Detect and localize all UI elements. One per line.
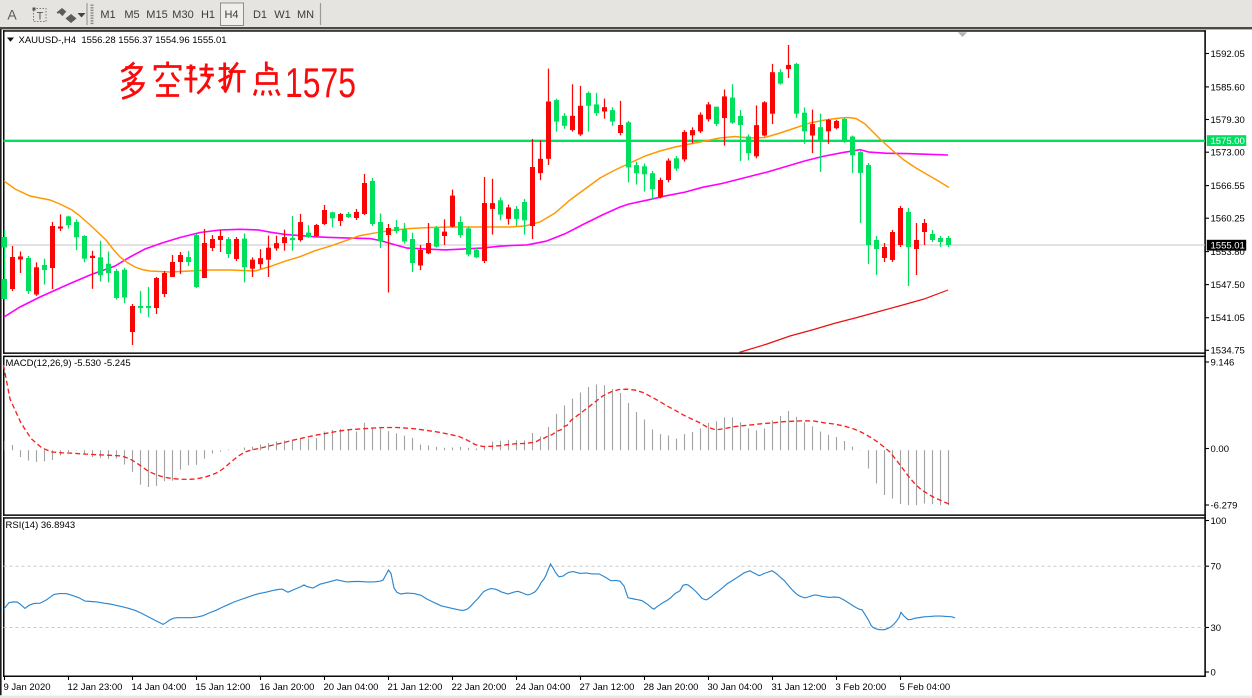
svg-text:1534.75: 1534.75 — [1211, 346, 1245, 357]
svg-text:1566.55: 1566.55 — [1211, 181, 1245, 192]
svg-text:M5: M5 — [124, 9, 139, 21]
svg-text:1553.80: 1553.80 — [1211, 247, 1245, 258]
svg-text:1573.00: 1573.00 — [1211, 148, 1245, 159]
svg-text:70: 70 — [1211, 562, 1222, 573]
svg-text:14 Jan 04:00: 14 Jan 04:00 — [132, 682, 187, 693]
svg-text:M30: M30 — [172, 9, 193, 21]
svg-text:D1: D1 — [253, 9, 267, 21]
svg-text:30 Jan 04:00: 30 Jan 04:00 — [708, 682, 763, 693]
svg-text:T: T — [37, 11, 44, 23]
svg-text:1547.50: 1547.50 — [1211, 280, 1245, 291]
svg-text:15 Jan 12:00: 15 Jan 12:00 — [196, 682, 251, 693]
svg-text:1592.05: 1592.05 — [1211, 49, 1245, 60]
svg-text:RSI(14) 36.8943: RSI(14) 36.8943 — [6, 520, 76, 531]
svg-text:22 Jan 20:00: 22 Jan 20:00 — [452, 682, 507, 693]
svg-text:1555.01: 1555.01 — [1211, 241, 1245, 252]
svg-text:1541.05: 1541.05 — [1211, 313, 1245, 324]
svg-text:9.146: 9.146 — [1211, 357, 1235, 368]
svg-text:12 Jan 23:00: 12 Jan 23:00 — [68, 682, 123, 693]
svg-text:1575: 1575 — [285, 59, 356, 106]
svg-text:30: 30 — [1211, 623, 1222, 634]
svg-text:1560.25: 1560.25 — [1211, 214, 1245, 225]
svg-text:H1: H1 — [201, 9, 215, 21]
svg-text:28 Jan 20:00: 28 Jan 20:00 — [644, 682, 699, 693]
svg-text:M15: M15 — [146, 9, 167, 21]
svg-text:3 Feb 20:00: 3 Feb 20:00 — [836, 682, 887, 693]
svg-text:H4: H4 — [224, 9, 238, 21]
svg-text:-6.279: -6.279 — [1211, 500, 1238, 511]
svg-text:1585.60: 1585.60 — [1211, 82, 1245, 93]
svg-text:24 Jan 04:00: 24 Jan 04:00 — [516, 682, 571, 693]
svg-text:100: 100 — [1211, 516, 1227, 527]
svg-text:21 Jan 12:00: 21 Jan 12:00 — [388, 682, 443, 693]
svg-text:1575.00: 1575.00 — [1211, 136, 1245, 147]
svg-text:MACD(12,26,9) -5.530 -5.245: MACD(12,26,9) -5.530 -5.245 — [6, 358, 131, 369]
svg-text:0: 0 — [1211, 667, 1216, 678]
svg-text:16 Jan 20:00: 16 Jan 20:00 — [260, 682, 315, 693]
svg-text:A: A — [7, 7, 17, 23]
svg-text:1579.30: 1579.30 — [1211, 115, 1245, 126]
svg-text:0.00: 0.00 — [1211, 444, 1230, 455]
svg-text:31 Jan 12:00: 31 Jan 12:00 — [772, 682, 827, 693]
svg-text:27 Jan 12:00: 27 Jan 12:00 — [580, 682, 635, 693]
svg-text:20 Jan 04:00: 20 Jan 04:00 — [324, 682, 379, 693]
svg-text:W1: W1 — [274, 9, 291, 21]
svg-text:MN: MN — [297, 9, 314, 21]
svg-text:5 Feb 04:00: 5 Feb 04:00 — [900, 682, 951, 693]
svg-text:9 Jan 2020: 9 Jan 2020 — [4, 682, 51, 693]
svg-text:XAUUSD-,H4 1556.28 1556.37 15: XAUUSD-,H4 1556.28 1556.37 1554.96 1555.… — [19, 35, 227, 46]
svg-text:M1: M1 — [100, 9, 115, 21]
